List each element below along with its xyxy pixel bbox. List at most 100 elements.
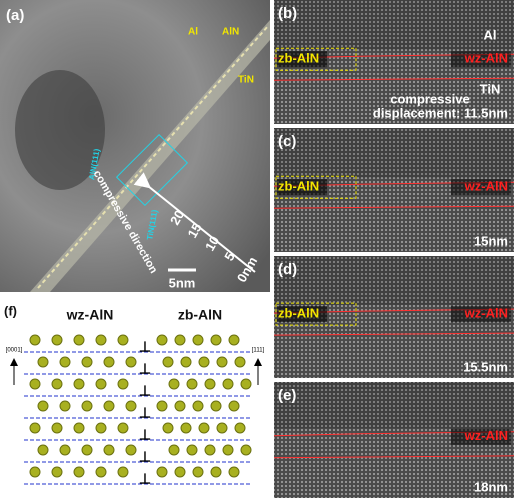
atom <box>74 335 84 345</box>
dislocation: ⊥ <box>139 405 151 421</box>
axis-label: [111] <box>252 348 265 354</box>
atom <box>229 467 239 477</box>
atom <box>169 445 179 455</box>
atom <box>241 379 251 389</box>
atom <box>199 423 209 433</box>
panel-label: (f) <box>4 303 17 318</box>
figure: (a) Al AlN TiN AlN(111) TiN(111) compres… <box>0 0 514 498</box>
atom <box>181 423 191 433</box>
atom <box>30 379 40 389</box>
atom <box>74 423 84 433</box>
atom <box>211 335 221 345</box>
wz-label: wz-AlN <box>464 51 508 66</box>
atom <box>235 357 245 367</box>
atom <box>30 423 40 433</box>
atom <box>38 357 48 367</box>
atom <box>118 423 128 433</box>
phase-label: Al <box>188 27 198 38</box>
wz-label: wz-AlN <box>464 428 508 443</box>
atom <box>60 357 70 367</box>
atom <box>118 379 128 389</box>
atom <box>104 357 114 367</box>
dislocation: ⊥ <box>139 449 151 465</box>
atom <box>193 401 203 411</box>
atom <box>60 445 70 455</box>
atom <box>82 445 92 455</box>
phase-label: AlN <box>222 27 239 38</box>
atom <box>126 445 136 455</box>
atom <box>157 401 167 411</box>
dislocation: ⊥ <box>139 471 151 487</box>
atom <box>205 379 215 389</box>
atom <box>217 357 227 367</box>
atom <box>157 467 167 477</box>
atom <box>193 467 203 477</box>
shade <box>274 382 514 428</box>
atom <box>52 467 62 477</box>
atom <box>52 335 62 345</box>
atom <box>211 467 221 477</box>
atom <box>163 423 173 433</box>
note: 15nm <box>474 233 508 248</box>
atom <box>241 445 251 455</box>
dislocation: ⊥ <box>139 427 151 443</box>
shade <box>274 128 514 178</box>
note: compressive <box>390 91 470 106</box>
dislocation: ⊥ <box>139 383 151 399</box>
phase-label: TiN <box>238 75 254 86</box>
atom <box>118 335 128 345</box>
atom <box>30 467 40 477</box>
panel-label: (e) <box>278 387 296 404</box>
atom <box>96 335 106 345</box>
panel-label: (b) <box>278 5 297 22</box>
atom <box>104 401 114 411</box>
atom <box>235 423 245 433</box>
dislocation: ⊥ <box>139 339 151 355</box>
note: 15.5nm <box>463 359 508 374</box>
atom <box>163 357 173 367</box>
note: 18nm <box>474 479 508 494</box>
atom <box>118 467 128 477</box>
atom <box>52 379 62 389</box>
zb-label: zb-AlN <box>278 51 319 66</box>
axis-label: [0001] <box>6 348 23 354</box>
atom <box>157 335 167 345</box>
wz-label: wz-AlN <box>464 306 508 321</box>
panel-label: (a) <box>6 7 24 24</box>
atom <box>169 379 179 389</box>
atom <box>205 445 215 455</box>
atom <box>126 357 136 367</box>
atom <box>175 401 185 411</box>
zb-label: zb-AlN <box>278 179 319 194</box>
atom <box>229 335 239 345</box>
zb-label: zb-AlN <box>278 306 319 321</box>
atom <box>74 467 84 477</box>
atom <box>229 401 239 411</box>
panel-label: (d) <box>278 261 297 278</box>
scale-bar-label: 5nm <box>169 275 196 290</box>
atom <box>96 467 106 477</box>
atom <box>96 423 106 433</box>
atom <box>52 423 62 433</box>
atom <box>193 335 203 345</box>
atom <box>126 401 136 411</box>
atom <box>223 445 233 455</box>
atom <box>187 379 197 389</box>
note: displacement: 11.5nm <box>373 105 508 120</box>
atom <box>74 379 84 389</box>
atom <box>187 445 197 455</box>
wz-label: wz-AlN <box>464 179 508 194</box>
shade <box>274 256 514 305</box>
structure-title: zb-AlN <box>178 307 222 323</box>
atom <box>175 467 185 477</box>
atom <box>217 423 227 433</box>
atom <box>38 401 48 411</box>
atom <box>30 335 40 345</box>
atom <box>181 357 191 367</box>
atom <box>96 379 106 389</box>
panel-f <box>0 296 270 498</box>
atom <box>60 401 70 411</box>
atom <box>223 379 233 389</box>
panel-label: (c) <box>278 133 296 150</box>
atom <box>104 445 114 455</box>
